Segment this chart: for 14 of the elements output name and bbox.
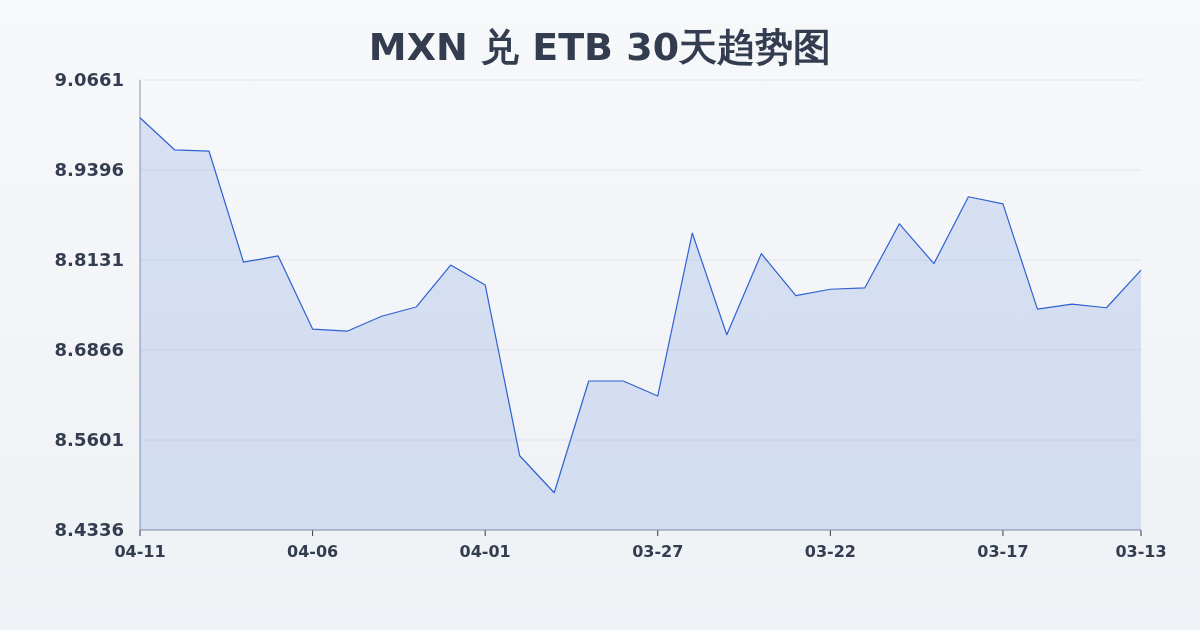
y-tick-label: 9.0661 xyxy=(54,69,124,90)
x-tick-label: 03-17 xyxy=(977,542,1029,561)
y-tick-label: 8.8131 xyxy=(54,249,124,270)
x-tick-label: 04-11 xyxy=(114,542,166,561)
chart-title: MXN 兑 ETB 30天趋势图 xyxy=(368,25,832,69)
x-tick-label: 03-13 xyxy=(1115,542,1167,561)
x-tick-label: 04-01 xyxy=(459,542,511,561)
x-tick-label: 03-22 xyxy=(804,542,856,561)
y-tick-label: 8.5601 xyxy=(54,429,124,450)
y-tick-label: 8.6866 xyxy=(54,339,124,360)
y-tick-label: 8.9396 xyxy=(54,159,124,180)
x-tick-label: 04-06 xyxy=(287,542,339,561)
y-tick-label: 8.4336 xyxy=(54,519,124,540)
x-tick-label: 03-27 xyxy=(632,542,684,561)
